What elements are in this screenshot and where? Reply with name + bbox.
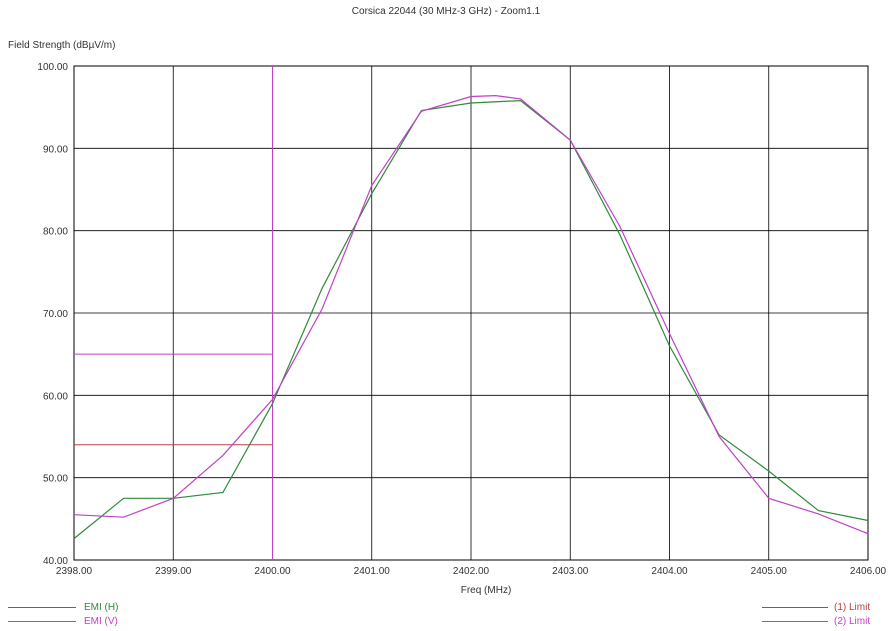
x-tick-label: 2400.00	[254, 566, 291, 577]
grid-lines	[73, 65, 869, 561]
y-tick-label: 70.00	[43, 309, 68, 320]
x-tick-label: 2403.00	[552, 566, 589, 577]
y-tick-label: 40.00	[43, 556, 68, 567]
limit-lines	[74, 66, 273, 560]
y-axis-label: Field Strength (dBµV/m)	[8, 40, 116, 51]
series-line-emi-v	[73, 94, 869, 535]
series-lines	[73, 94, 869, 540]
y-tick-label: 80.00	[43, 227, 68, 238]
x-tick-label: 2402.00	[453, 566, 490, 577]
y-tick-label: 60.00	[43, 391, 68, 402]
x-tick-label: 2404.00	[651, 566, 688, 577]
y-tick-label: 90.00	[43, 144, 68, 155]
legend-label-emi-v: EMI (V)	[84, 616, 118, 627]
x-tick-label: 2398.00	[56, 566, 93, 577]
y-tick-label: 100.00	[37, 62, 68, 73]
x-tick-label: 2399.00	[155, 566, 192, 577]
chart-title: Corsica 22044 (30 MHz-3 GHz) - Zoom1.1	[351, 6, 541, 17]
x-tick-label: 2405.00	[751, 566, 788, 577]
legend-label-emi-h: EMI (H)	[84, 602, 119, 613]
legend-item-emi-h: EMI (H)	[8, 602, 118, 613]
tick-labels: 2398.00 2399.00 2400.00 2401.00 2402.00 2403.…	[37, 62, 886, 577]
legend-swatch-limit-1	[762, 607, 828, 608]
legend-label-limit-2: (2) Limit	[834, 616, 871, 627]
legend-item-emi-v: EMI (V)	[8, 616, 118, 627]
legend-swatch-emi-v	[8, 621, 76, 622]
series-line-emi-h	[73, 99, 869, 540]
legend-item-limit-2: (2) Limit	[762, 616, 870, 627]
legend-item-limit-1: (1) Limit	[762, 602, 870, 613]
x-tick-label: 2406.00	[850, 566, 887, 577]
x-tick-label: 2401.00	[354, 566, 391, 577]
y-tick-label: 50.00	[43, 474, 68, 485]
legend-swatch-limit-2	[762, 621, 828, 622]
legend-swatch-emi-h	[8, 607, 76, 608]
legend-label-limit-1: (1) Limit	[834, 602, 871, 613]
x-axis-label: Freq (MHz)	[460, 585, 512, 596]
